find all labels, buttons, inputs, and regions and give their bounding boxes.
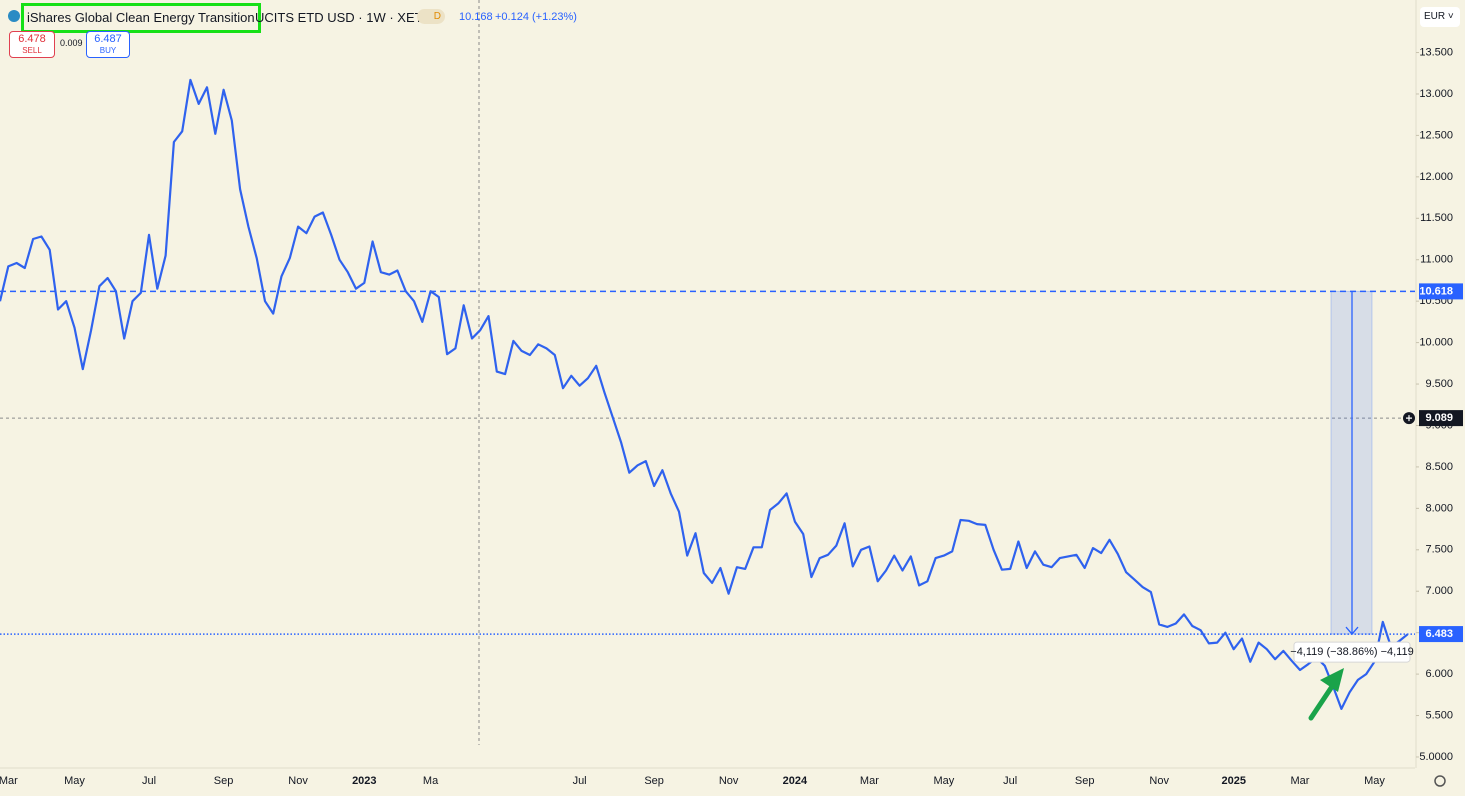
y-tick-label: 7.500 (1425, 544, 1453, 556)
last-price: 10.168 (459, 11, 493, 23)
price-line-series (0, 78, 1409, 710)
annotation-arrow (1308, 682, 1336, 721)
x-tick-label: Sep (214, 775, 234, 787)
x-tick-label: Sep (644, 775, 664, 787)
x-tick-label: May (934, 775, 955, 787)
price-label-box (1419, 626, 1463, 643)
info-icon[interactable] (8, 10, 20, 22)
measure-label-box (1293, 641, 1411, 663)
y-tick-label: 6.000 (1425, 668, 1453, 680)
x-tick-label: Mar (860, 775, 879, 787)
price-label: 6.483 (1425, 628, 1453, 640)
crosshair-label-box (1419, 410, 1463, 427)
buy-label: BUY (99, 46, 117, 55)
y-tick-label: 11.000 (1420, 254, 1453, 266)
symbol-title[interactable]: iShares Global Clean Energy Transition (21, 3, 261, 33)
y-tick-label: 5.0000 (1419, 751, 1453, 763)
price-label: 10.618 (1419, 285, 1453, 297)
x-tick-label: 2024 (783, 775, 808, 787)
annotation-arrowhead (1320, 668, 1344, 692)
sell-price: 6.478 (18, 33, 46, 45)
y-tick-label: 12.500 (1419, 129, 1453, 141)
x-tick-label: Ma (423, 775, 439, 787)
x-tick-label: Jul (573, 775, 587, 787)
price-change: +0.124 (+1.23%) (495, 11, 577, 23)
x-tick-label: Nov (288, 775, 308, 787)
x-tick-label: Sep (1075, 775, 1095, 787)
crosshair-label: 9.089 (1425, 412, 1453, 424)
measure-label: −4,119 (−38.86%) −4,119 (1290, 646, 1413, 658)
buy-button[interactable]: 6.487 BUY (86, 31, 130, 58)
measure-arrowhead (1345, 626, 1359, 636)
x-tick-label: Jul (1003, 775, 1017, 787)
y-tick-label: 8.000 (1425, 502, 1453, 514)
x-tick-label: Jul (142, 775, 156, 787)
x-tick-label: 2025 (1221, 775, 1245, 787)
y-tick-label: 8.500 (1425, 461, 1453, 473)
x-tick-label: Nov (1149, 775, 1169, 787)
spread: 0.009 (60, 38, 83, 48)
x-tick-label: 2023 (352, 775, 376, 787)
symbol-subtitle: UCITS ETD USD · 1W · XETR (255, 10, 432, 25)
y-tick-label: 11.500 (1420, 212, 1453, 224)
sell-button[interactable]: 6.478 SELL (9, 31, 55, 58)
x-tick-label: May (1364, 775, 1385, 787)
crosshair-add-icon (1406, 415, 1412, 422)
x-tick-label: May (64, 775, 85, 787)
interval-badge[interactable]: D (417, 9, 445, 24)
y-tick-label: 5.500 (1425, 709, 1453, 721)
y-tick-label: 13.000 (1419, 88, 1453, 100)
price-label-box (1419, 283, 1463, 300)
x-tick-label: Nov (719, 775, 739, 787)
y-tick-label: 10.000 (1419, 337, 1453, 349)
buy-price: 6.487 (94, 33, 122, 45)
sell-label: SELL (22, 46, 42, 55)
currency: EUR (1424, 11, 1446, 22)
currency-select[interactable]: EUR ˅ (1420, 7, 1460, 27)
x-tick-label: Mar (1290, 775, 1309, 787)
y-tick-label: 13.500 (1419, 46, 1453, 58)
settings-icon[interactable] (1434, 775, 1446, 787)
y-tick-label: 9.500 (1425, 378, 1453, 390)
y-tick-label: 12.000 (1419, 171, 1453, 183)
y-tick-label: 7.000 (1425, 585, 1453, 597)
x-tick-label: Mar (0, 775, 18, 787)
